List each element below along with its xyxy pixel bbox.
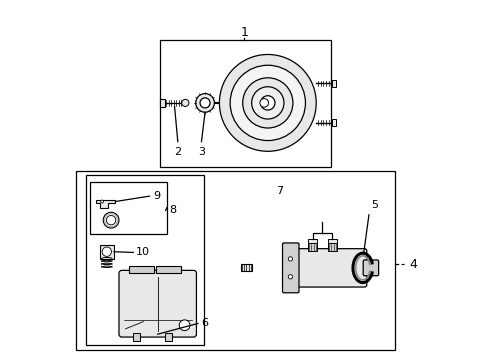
Bar — [327, 239, 336, 243]
Circle shape — [219, 54, 316, 151]
Text: 8: 8 — [169, 206, 176, 216]
Circle shape — [106, 216, 116, 225]
Bar — [156, 266, 181, 273]
Bar — [76, 171, 394, 350]
Text: 5: 5 — [370, 201, 377, 211]
Circle shape — [260, 96, 274, 110]
Circle shape — [242, 78, 292, 128]
Circle shape — [200, 98, 210, 108]
Text: 3: 3 — [198, 147, 204, 157]
Bar — [307, 239, 317, 243]
Bar — [331, 80, 336, 87]
Bar — [89, 182, 166, 234]
Bar — [129, 266, 154, 273]
Bar — [241, 264, 251, 271]
Bar — [100, 244, 114, 259]
Bar — [159, 99, 165, 107]
Bar — [164, 333, 172, 341]
Circle shape — [103, 212, 119, 228]
Bar — [308, 243, 316, 251]
Circle shape — [230, 65, 305, 140]
FancyBboxPatch shape — [294, 249, 366, 287]
Bar — [327, 243, 336, 251]
Polygon shape — [96, 200, 115, 208]
Text: 2: 2 — [174, 147, 181, 157]
Circle shape — [195, 94, 214, 112]
Text: 9: 9 — [153, 191, 160, 201]
Circle shape — [287, 257, 292, 261]
Bar — [86, 175, 204, 345]
Text: 6: 6 — [201, 319, 208, 328]
Circle shape — [251, 87, 284, 119]
FancyBboxPatch shape — [282, 243, 298, 293]
Circle shape — [182, 99, 188, 107]
Bar — [331, 119, 336, 126]
Circle shape — [287, 275, 292, 279]
Circle shape — [101, 200, 103, 203]
Circle shape — [179, 320, 190, 330]
FancyBboxPatch shape — [119, 270, 196, 337]
FancyBboxPatch shape — [363, 260, 378, 276]
Bar — [160, 40, 330, 167]
Text: 4: 4 — [408, 258, 416, 271]
Text: 7: 7 — [276, 186, 283, 196]
Circle shape — [102, 247, 111, 256]
Circle shape — [260, 99, 268, 107]
Bar — [132, 333, 140, 341]
Text: 1: 1 — [240, 27, 248, 40]
Text: 10: 10 — [136, 247, 150, 257]
